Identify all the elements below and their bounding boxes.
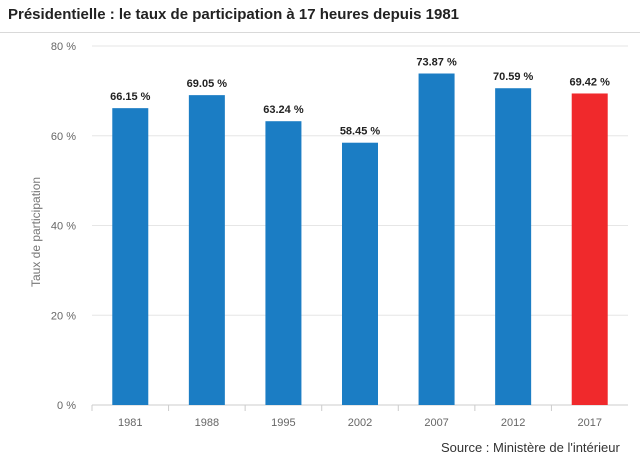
bar-1981 (112, 108, 149, 405)
y-tick-label: 40 % (51, 221, 76, 233)
y-tick-label: 20 % (51, 310, 76, 322)
data-label: 58.45 % (340, 126, 381, 138)
x-tick-label: 2007 (424, 417, 448, 429)
data-label: 70.59 % (493, 71, 534, 83)
bar-2017 (571, 93, 608, 405)
source-note: Source : Ministère de l'intérieur (441, 440, 620, 455)
bar-2012 (495, 88, 532, 406)
data-label: 73.87 % (416, 57, 457, 69)
bar-1995 (265, 121, 302, 405)
x-axis-ticks: 1981 1988 1995 2002 2007 2012 2017 (91, 405, 602, 429)
x-tick-label: 2002 (348, 417, 372, 429)
y-axis-label: Taux de participation (29, 177, 43, 287)
bars (112, 73, 608, 406)
title-divider (0, 32, 640, 33)
x-tick-label: 1995 (271, 417, 295, 429)
bar-1988 (188, 95, 225, 405)
data-label: 69.05 % (187, 78, 228, 90)
x-tick-label: 1988 (195, 417, 219, 429)
bar-2007 (418, 73, 455, 406)
y-axis-ticks: 0 % 20 % 40 % 60 % 80 % (51, 41, 76, 412)
data-label: 63.24 % (263, 104, 304, 116)
y-tick-label: 80 % (51, 41, 76, 53)
x-tick-label: 1981 (118, 417, 142, 429)
y-tick-label: 60 % (51, 131, 76, 143)
data-label: 66.15 % (110, 91, 151, 103)
data-label: 69.42 % (570, 76, 611, 88)
x-tick-label: 2017 (577, 417, 601, 429)
chart-title: Présidentielle : le taux de participatio… (8, 6, 460, 23)
data-labels: 66.15 % 69.05 % 63.24 % 58.45 % 73.87 % 70.59… (110, 57, 610, 138)
x-tick-label: 2012 (501, 417, 525, 429)
y-tick-label: 0 % (57, 400, 76, 412)
bar-2002 (342, 142, 378, 405)
